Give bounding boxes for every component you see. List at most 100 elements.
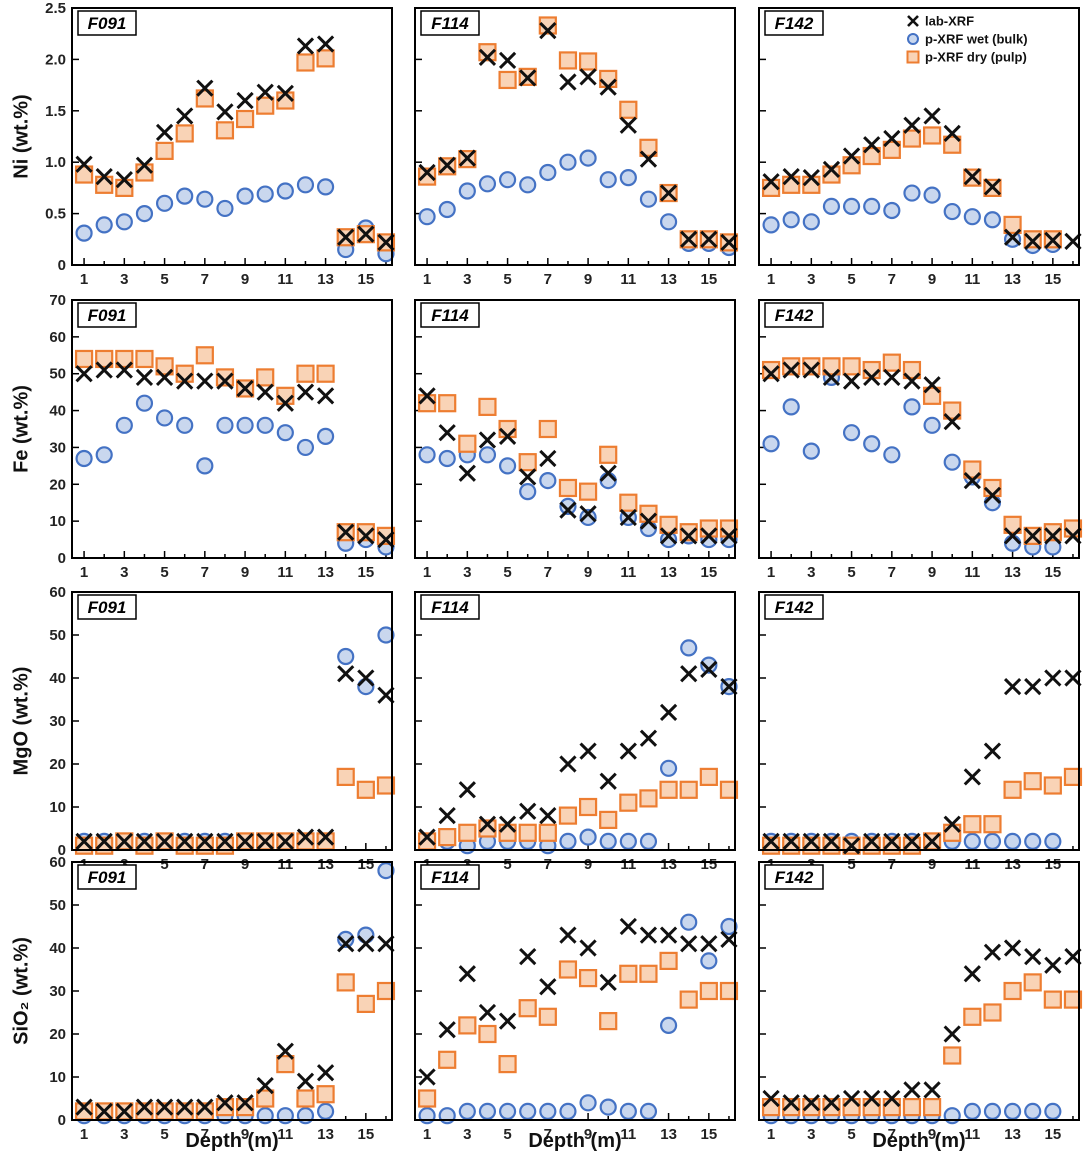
dry-data-point (639, 138, 658, 157)
lab-data-point (438, 424, 456, 442)
dry-data-point (882, 1097, 901, 1117)
dry-data-point (478, 397, 497, 416)
wet-data-point (619, 169, 637, 187)
lab-data-point (438, 806, 456, 825)
lab-data-point (1024, 232, 1042, 250)
x-tick-label: 11 (620, 856, 636, 873)
dry-data-point (659, 780, 678, 799)
x-tick-label: 3 (807, 271, 815, 288)
lab-data-point (659, 184, 678, 202)
dry-data-point (518, 823, 537, 842)
lab-data-point (337, 228, 355, 246)
dry-data-point (316, 1085, 335, 1104)
wet-data-point (478, 1102, 497, 1121)
wet-data-point (196, 457, 214, 475)
x-tick-label: 1 (423, 564, 431, 581)
y-tick-label: 50 (49, 366, 66, 383)
lab-data-point (883, 129, 901, 148)
dry-data-point (195, 346, 214, 365)
lab-data-point (579, 742, 597, 760)
x-tick-label: 7 (888, 856, 896, 873)
legend-marker (906, 50, 920, 64)
dry-data-point (862, 1097, 881, 1117)
x-tick-label: 15 (1044, 564, 1061, 581)
x-axis-title: Depth (m) (528, 1130, 621, 1152)
lab-data-point (539, 21, 557, 40)
lab-data-point (478, 815, 497, 833)
lab-data-point (357, 527, 375, 545)
lab-data-point (680, 527, 698, 545)
dry-data-point (983, 815, 1002, 834)
x-tick-label: 15 (357, 564, 374, 581)
lab-data-point (95, 361, 113, 379)
lab-data-point (559, 501, 577, 519)
lab-data-point (276, 84, 294, 102)
wet-data-point (1003, 832, 1022, 851)
panel-frame (758, 7, 1080, 266)
dry-data-point (963, 460, 982, 479)
panel-frame (71, 299, 393, 559)
wet-data-point (659, 213, 678, 231)
dry-data-point (822, 1097, 841, 1117)
x-tick-label: 9 (241, 564, 249, 581)
wet-data-point (639, 1102, 658, 1121)
x-tick-label: 7 (888, 564, 896, 581)
dry-data-point (235, 1097, 255, 1117)
x-tick-label: 11 (964, 856, 980, 873)
lab-data-point (822, 1094, 841, 1112)
lab-data-point (236, 1094, 254, 1112)
panel-label: F114 (431, 598, 469, 617)
dry-data-point (922, 126, 942, 145)
lab-data-point (498, 1012, 517, 1030)
lab-data-point (923, 376, 941, 394)
lab-data-point (176, 372, 194, 390)
dry-data-point (659, 515, 678, 534)
panel-label: F114 (431, 868, 469, 887)
lab-data-point (216, 832, 234, 851)
lab-data-point (1003, 939, 1022, 957)
lab-data-point (438, 156, 456, 174)
dry-data-point (842, 1097, 861, 1117)
wet-data-point (276, 424, 294, 442)
lab-data-point (599, 973, 617, 992)
x-tick-label: 9 (584, 564, 592, 581)
lab-data-point (539, 978, 557, 996)
lab-data-point (720, 527, 738, 545)
lab-data-point (659, 703, 678, 722)
wet-data-point (276, 182, 294, 200)
x-tick-label: 3 (463, 1126, 471, 1143)
wet-data-point (559, 1102, 577, 1121)
lab-data-point (883, 368, 901, 387)
lab-data-point (983, 486, 1002, 504)
dry-data-point (822, 165, 841, 184)
dry-data-point (902, 129, 922, 148)
x-tick-label: 7 (201, 271, 209, 288)
lab-data-point (559, 73, 577, 91)
wet-data-point (579, 149, 597, 167)
panel-label: F142 (775, 306, 814, 325)
lab-data-point (75, 155, 93, 173)
lab-data-point (216, 1094, 234, 1112)
lab-data-point (296, 828, 315, 846)
lab-data-point (357, 669, 375, 687)
dry-data-point (458, 434, 477, 453)
lab-data-point (357, 225, 375, 243)
x-tick-label: 11 (277, 856, 293, 873)
lab-data-point (1024, 527, 1042, 545)
dry-data-point (175, 124, 194, 143)
y-tick-label: 40 (49, 940, 66, 957)
lab-data-point (296, 37, 315, 55)
y-axis-title: Fe (wt.%) (10, 385, 32, 473)
lab-data-point (75, 365, 93, 383)
lab-data-point (599, 78, 617, 96)
x-tick-label: 3 (120, 1126, 128, 1143)
y-tick-label: 10 (49, 799, 66, 816)
lab-data-point (1003, 228, 1022, 246)
wet-data-point (680, 913, 698, 931)
dry-data-point (619, 964, 638, 983)
lab-data-point (619, 116, 637, 134)
dry-data-point (356, 780, 375, 799)
dry-data-point (922, 1097, 942, 1117)
